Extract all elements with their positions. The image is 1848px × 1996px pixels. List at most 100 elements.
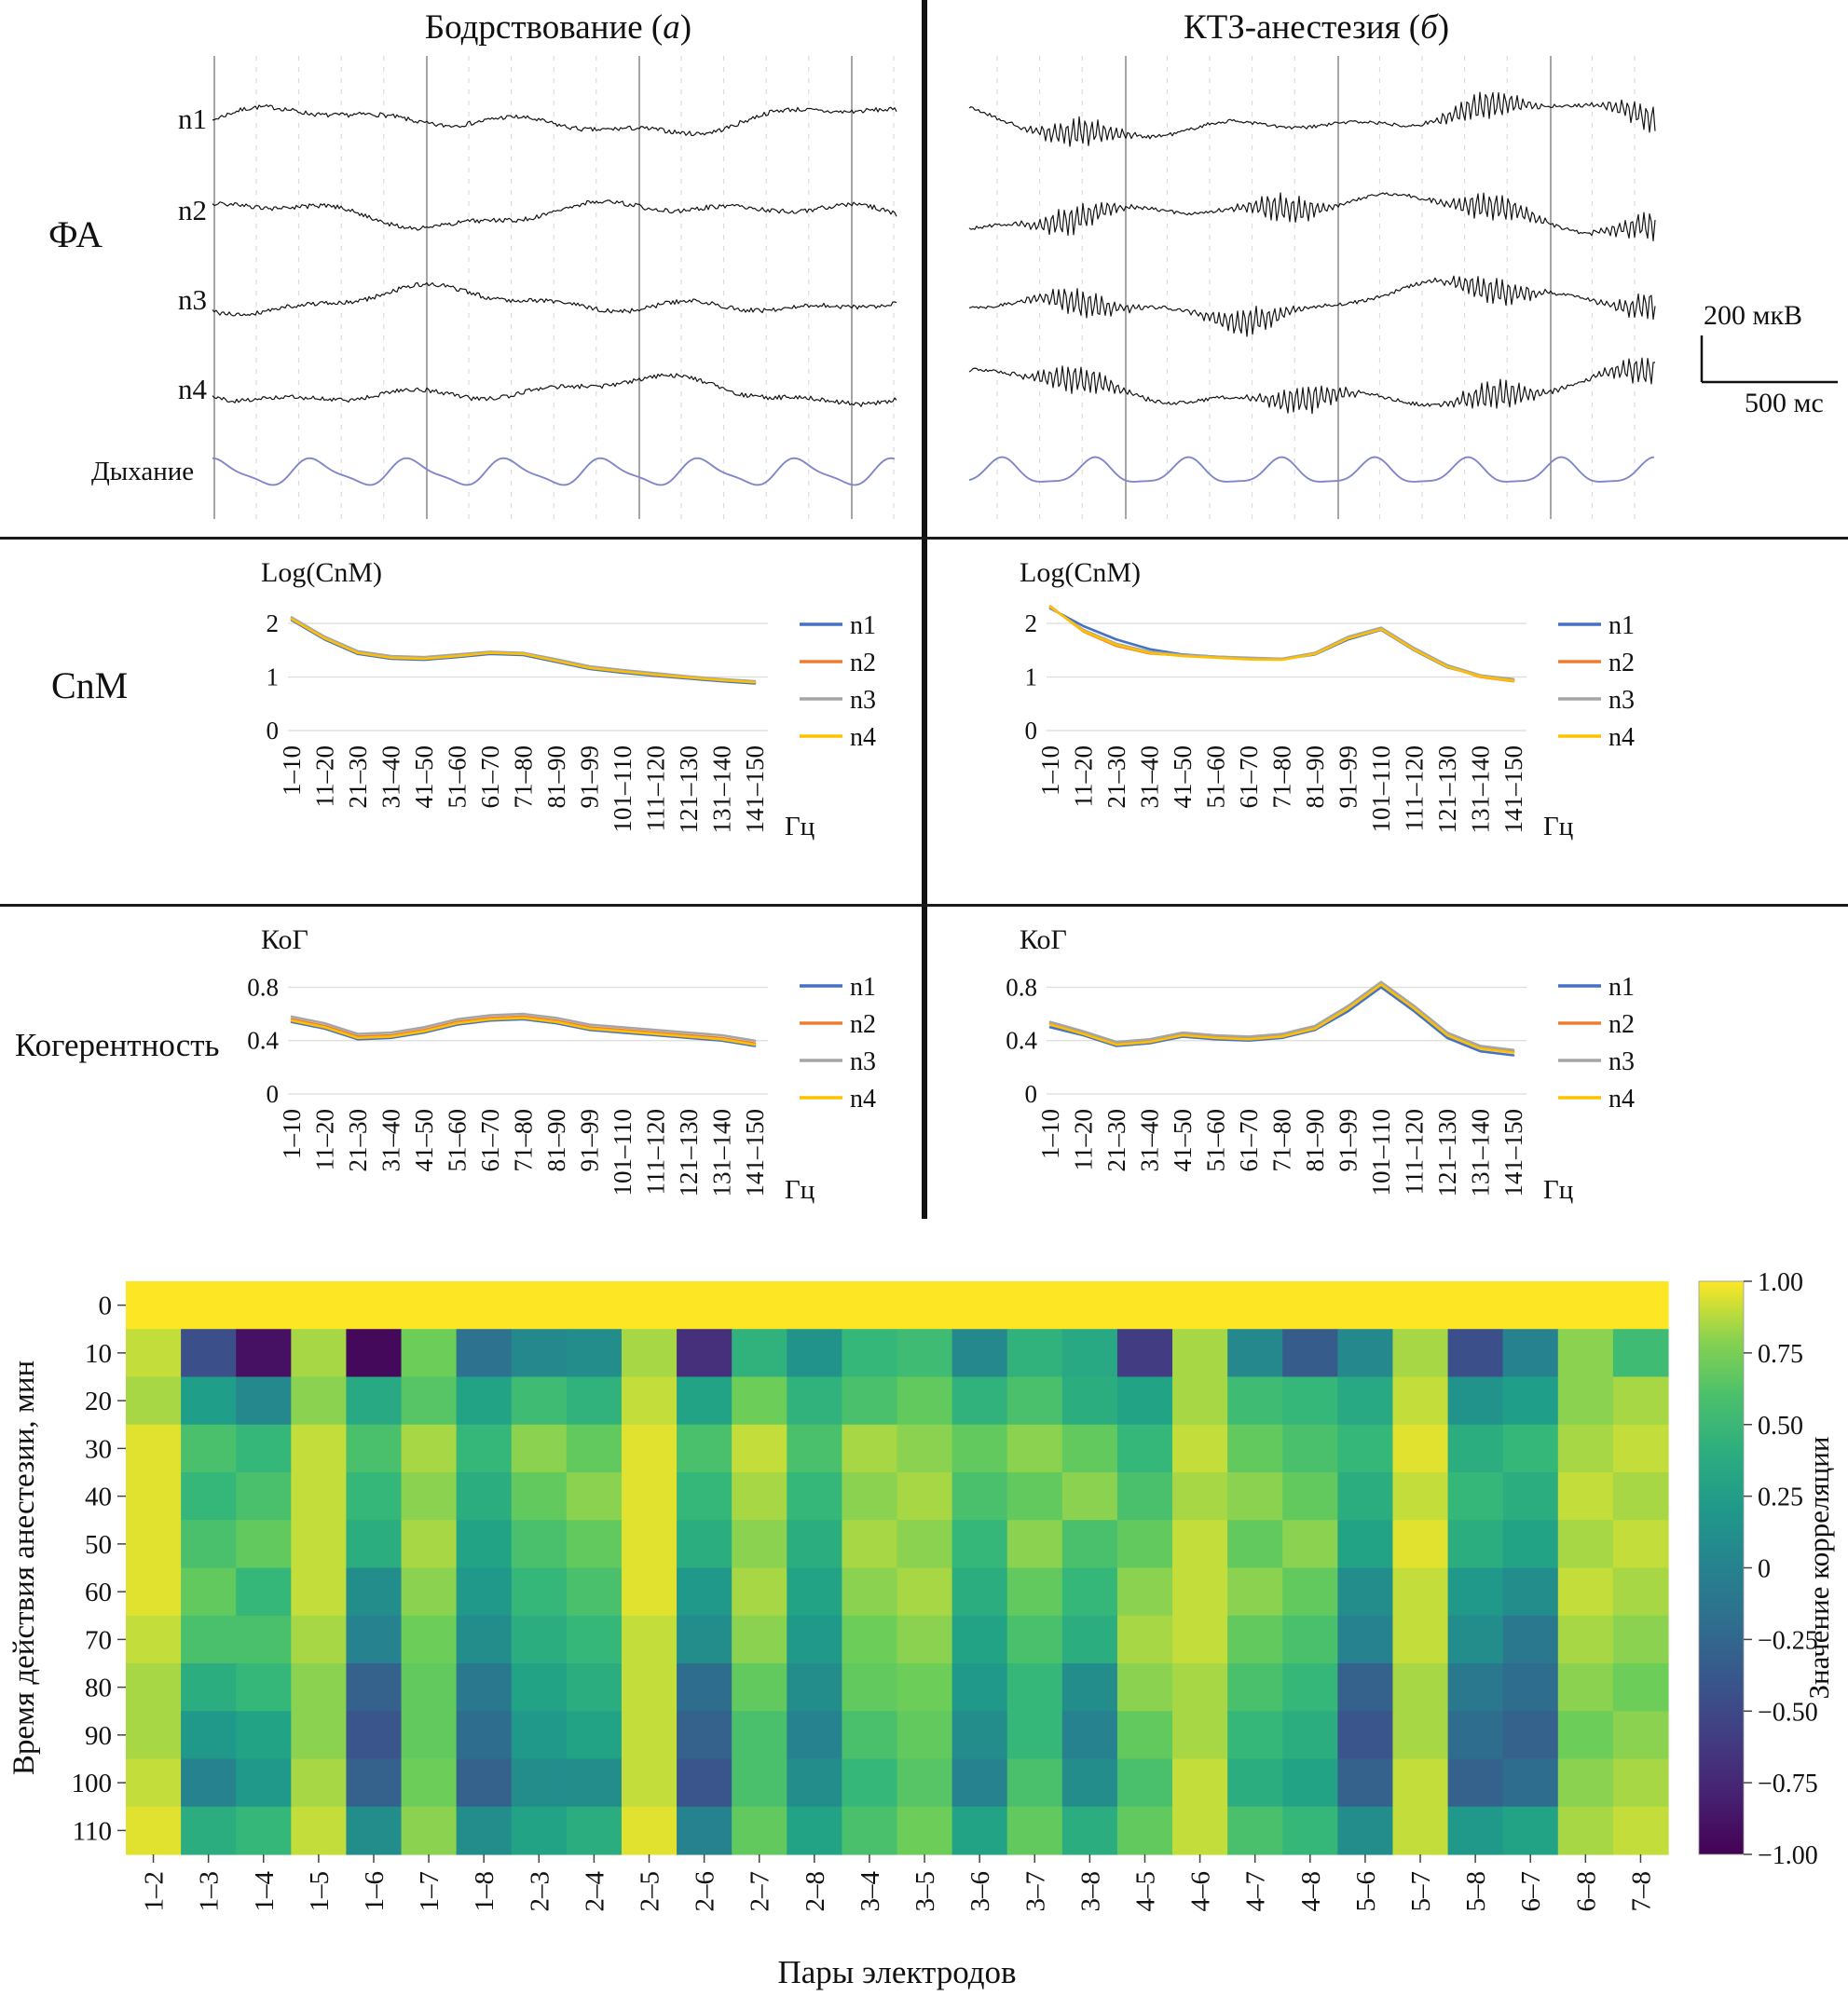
legend-label-n4: n4 <box>850 1085 876 1114</box>
chart-x-tick: 131–140 <box>708 745 736 834</box>
heatmap-cell <box>897 1376 953 1426</box>
eeg-trace <box>968 275 1656 337</box>
heatmap-cell <box>1116 1663 1173 1712</box>
heatmap-cell <box>346 1281 403 1330</box>
heatmap-cell <box>1392 1615 1449 1664</box>
series-n1 <box>1048 986 1515 1057</box>
heatmap-y-tick: 90 <box>85 1721 112 1751</box>
heatmap-cell <box>732 1711 787 1760</box>
heatmap-x-tick: 3–6 <box>965 1871 995 1912</box>
heatmap-cell <box>1061 1424 1118 1473</box>
heatmap-cell <box>1282 1329 1338 1378</box>
heatmap-cell <box>1447 1520 1504 1569</box>
heatmap-cell <box>1227 1376 1283 1426</box>
chart-x-tick: 121–130 <box>675 1109 703 1197</box>
heatmap-cell <box>291 1615 348 1664</box>
chart-x-tick: 31–40 <box>377 745 405 809</box>
chart-x-tick: 71–80 <box>1268 745 1296 809</box>
heatmap-cell <box>621 1424 678 1473</box>
heatmap-cell <box>511 1663 568 1712</box>
heatmap-cell <box>1172 1567 1228 1617</box>
heatmap-cell <box>126 1806 182 1855</box>
heatmap-cell <box>1282 1663 1338 1712</box>
heatmap-cell <box>401 1567 458 1617</box>
heatmap-cell <box>1172 1472 1228 1521</box>
heatmap-x-tick: 1–4 <box>250 1871 280 1912</box>
chart-y-tick: 1 <box>267 663 280 691</box>
colorbar-tick: 1.00 <box>1758 1268 1803 1297</box>
series-n4 <box>290 1017 757 1046</box>
heatmap-cell <box>346 1663 403 1712</box>
heatmap-cell <box>566 1424 623 1473</box>
heatmap-cell <box>1612 1711 1669 1760</box>
heatmap-x-tick: 1–5 <box>305 1871 335 1912</box>
chart-y-tick: 2 <box>267 609 280 637</box>
heatmap-cell <box>566 1567 623 1617</box>
chart-y-tick: 0 <box>267 1080 280 1108</box>
heatmap-cell <box>1557 1711 1614 1760</box>
chart-x-tick: 101–110 <box>609 745 637 833</box>
heatmap-cell <box>677 1615 732 1664</box>
eeg-channel-label-n3: n3 <box>178 283 207 316</box>
heatmap-cell <box>511 1520 568 1569</box>
heatmap-cell <box>566 1520 623 1569</box>
heatmap-cell <box>621 1567 678 1617</box>
chart-y-tick: 2 <box>1025 609 1038 637</box>
heatmap-cell <box>1116 1472 1173 1521</box>
heatmap-cell <box>346 1615 403 1664</box>
heatmap-cell <box>1061 1329 1118 1378</box>
heatmap-cell <box>456 1663 513 1712</box>
heatmap-cell <box>126 1711 182 1760</box>
heatmap-x-tick: 4–7 <box>1241 1871 1271 1912</box>
heatmap-cell <box>1392 1806 1449 1855</box>
heatmap-cell <box>732 1663 787 1712</box>
chart-x-tick: 41–50 <box>1169 1109 1197 1172</box>
scale-time-label: 500 мс <box>1745 388 1824 418</box>
heatmap-cell <box>401 1520 458 1569</box>
scale-voltage-label: 200 мкВ <box>1704 300 1802 331</box>
colorbar-tick: −1.00 <box>1758 1841 1818 1870</box>
eeg-trace <box>968 91 1656 147</box>
heatmap-cell <box>1612 1663 1669 1712</box>
heatmap-cell <box>677 1281 732 1330</box>
heatmap-cell <box>456 1567 513 1617</box>
heatmap-cell <box>1006 1615 1063 1664</box>
chart-x-tick: 81–90 <box>1301 745 1329 809</box>
column-divider <box>922 0 927 1219</box>
heatmap-cell <box>1447 1567 1504 1617</box>
heatmap-cell <box>1557 1758 1614 1808</box>
heatmap-cell <box>401 1663 458 1712</box>
heatmap-cell <box>1502 1520 1559 1569</box>
series-n3 <box>290 1012 757 1043</box>
legend-label-n2: n2 <box>850 1010 876 1039</box>
heatmap-cell <box>1172 1806 1228 1855</box>
heatmap-cell <box>456 1281 513 1330</box>
heatmap-cell <box>951 1329 1008 1378</box>
colorbar-tick: −0.50 <box>1758 1698 1818 1727</box>
heatmap-cell <box>1337 1281 1394 1330</box>
heatmap-cell <box>1282 1615 1338 1664</box>
chart-x-tick: 1–10 <box>278 745 306 796</box>
colorbar-title: Значение корреляции <box>1802 1437 1835 1700</box>
heatmap-cell <box>677 1567 732 1617</box>
colorbar-tick: 0.75 <box>1758 1340 1803 1369</box>
heatmap-cell <box>1006 1472 1063 1521</box>
section-divider-1 <box>0 537 1848 540</box>
heatmap-cell <box>181 1472 237 1521</box>
heatmap-cell <box>677 1806 732 1855</box>
heatmap-x-tick: 4–5 <box>1130 1871 1160 1912</box>
chart-y-tick: 1 <box>1025 663 1038 691</box>
heatmap-cell <box>1116 1711 1173 1760</box>
heatmap-cell <box>511 1567 568 1617</box>
eeg-trace <box>212 199 897 231</box>
heatmap-cell <box>1502 1806 1559 1855</box>
heatmap-cell <box>181 1711 237 1760</box>
heatmap-cell <box>1061 1281 1118 1330</box>
chart-x-tick: 111–120 <box>642 745 670 832</box>
heatmap-cell <box>1392 1329 1449 1378</box>
heatmap-cell <box>677 1520 732 1569</box>
heatmap-cell <box>951 1281 1008 1330</box>
heatmap-cell <box>897 1758 953 1808</box>
heatmap-cell <box>1116 1520 1173 1569</box>
chart-x-tick: 91–99 <box>1335 745 1362 809</box>
